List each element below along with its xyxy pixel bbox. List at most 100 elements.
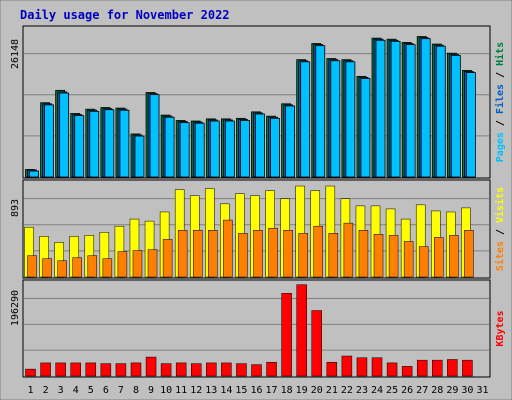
panel-axis-title: Sites / Visits <box>494 187 506 271</box>
bar-pages <box>270 117 280 178</box>
x-tick-label: 19 <box>296 385 308 396</box>
bar-pages <box>345 61 356 178</box>
x-tick-label: 31 <box>476 385 488 396</box>
bar-pages <box>360 78 371 178</box>
x-tick-label: 24 <box>371 385 383 396</box>
bar-kbytes <box>356 357 368 377</box>
x-tick-label: 28 <box>431 385 443 396</box>
x-tick-label: 7 <box>118 385 124 396</box>
x-tick-label: 21 <box>326 385 338 396</box>
x-tick-label: 11 <box>175 385 187 396</box>
panel-visits-sites: 893 Sites / Visits <box>10 179 506 279</box>
x-tick-label: 25 <box>386 385 398 396</box>
bar-sites <box>298 233 308 278</box>
bar-kbytes <box>416 359 428 377</box>
panel-axis-title: KBytes <box>495 310 506 346</box>
bar-kbytes <box>236 363 247 377</box>
bar-sites <box>283 230 293 278</box>
bar-kbytes <box>447 359 458 377</box>
bar-pages <box>164 116 175 178</box>
panel-hits-files-pages: 26148 Pages / Files / Hits <box>10 25 506 179</box>
x-tick-label: 23 <box>356 385 368 396</box>
panel-axis-title: Pages / Files / Hits <box>494 42 506 162</box>
x-tick-label: 17 <box>266 385 278 396</box>
bar-kbytes <box>25 368 36 377</box>
chart-panels: 26148 Pages / Files / Hits 893 Sites / Visi… <box>10 25 506 378</box>
bar-pages <box>285 105 296 178</box>
bar-sites <box>328 233 339 278</box>
bar-kbytes <box>115 363 127 377</box>
x-tick-label: 6 <box>103 385 109 396</box>
bar-pages <box>134 135 145 178</box>
bar-pages <box>300 61 311 178</box>
bar-sites <box>223 219 233 278</box>
bar-pages <box>59 92 70 178</box>
x-tick-label: 9 <box>148 385 154 396</box>
bar-kbytes <box>462 359 473 377</box>
bar-kbytes <box>266 361 277 377</box>
bar-sites <box>388 235 399 278</box>
bar-sites <box>343 222 354 278</box>
bar-pages <box>74 115 85 178</box>
axis-title-part: Visits <box>494 187 506 223</box>
bar-kbytes <box>100 363 112 377</box>
bar-pages <box>330 60 341 178</box>
bar-pages <box>450 54 461 178</box>
panel-kbytes: 196290 KBytes <box>10 279 506 378</box>
bar-pages <box>240 120 250 178</box>
bar-kbytes <box>70 362 81 377</box>
bar-kbytes <box>55 362 66 377</box>
bar-kbytes <box>40 362 51 377</box>
x-tick-label: 18 <box>281 385 293 396</box>
bar-sites <box>72 257 82 278</box>
bar-pages <box>390 40 401 178</box>
bar-sites <box>358 230 369 278</box>
bar-sites <box>238 233 248 278</box>
x-tick-label: 16 <box>250 385 262 396</box>
plot-area <box>22 279 491 378</box>
x-tick-label: 3 <box>58 385 64 396</box>
bar-sites <box>208 230 218 278</box>
bar-pages <box>104 109 115 178</box>
x-tick-label: 14 <box>220 385 232 396</box>
x-axis-ticks: 1 2 3 4 5 6 7 8 9 10 11 12 13 14 15 16 17 18 19 20 21 22 23 24 2… <box>28 385 489 396</box>
bar-pages <box>149 94 160 178</box>
bar-sites <box>177 230 188 278</box>
bar-sites <box>87 255 98 278</box>
axis-title-part: / <box>495 223 506 241</box>
bar-kbytes <box>326 361 338 377</box>
bar-pages <box>194 122 205 178</box>
x-tick-label: 8 <box>133 385 139 396</box>
bar-kbytes <box>296 284 307 377</box>
x-tick-label: 5 <box>88 385 94 396</box>
bar-sites <box>434 237 444 278</box>
y-tick-label: 893 <box>10 199 21 217</box>
y-tick-label: 196290 <box>10 290 21 326</box>
x-tick-label: 30 <box>461 385 473 396</box>
x-tick-label: 15 <box>235 385 247 396</box>
bar-sites <box>57 260 67 278</box>
bar-sites <box>192 230 203 278</box>
bar-pages <box>209 120 220 178</box>
bar-kbytes <box>251 364 262 377</box>
axis-title-part: Files <box>494 84 506 114</box>
bar-pages <box>420 38 431 178</box>
x-tick-label: 10 <box>160 385 172 396</box>
bar-sites <box>418 246 429 278</box>
bar-sites <box>102 258 113 278</box>
bar-sites <box>373 234 384 278</box>
bar-pages <box>405 44 416 178</box>
bar-kbytes <box>206 362 217 377</box>
bar-sites <box>464 230 474 278</box>
bar-pages <box>89 110 100 178</box>
x-tick-label: 1 <box>28 385 34 396</box>
bar-pages <box>29 170 39 178</box>
bar-pages <box>435 45 446 178</box>
bar-kbytes <box>281 293 292 377</box>
bar-pages <box>224 120 235 178</box>
bar-sites <box>162 239 173 278</box>
bar-pages <box>255 113 265 178</box>
x-tick-label: 12 <box>190 385 202 396</box>
x-tick-label: 29 <box>446 385 458 396</box>
axis-title-part: / <box>495 114 506 132</box>
